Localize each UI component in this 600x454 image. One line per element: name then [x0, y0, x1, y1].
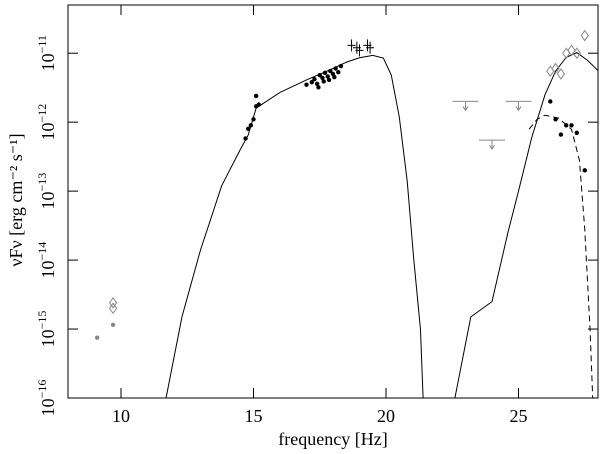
y-tick-exponent: −15: [35, 311, 49, 330]
y-tick-exponent: −16: [35, 380, 49, 399]
y-tick-label: 10−13: [35, 173, 58, 210]
y-tick-label: 10−15: [35, 311, 58, 348]
data-point: [548, 99, 553, 104]
data-point: [564, 123, 569, 128]
data-point: [316, 85, 321, 90]
x-tick-label: 15: [245, 406, 263, 426]
y-tick-exponent: −12: [35, 104, 49, 123]
upper-limit: [505, 100, 532, 112]
x-tick-label: 10: [112, 406, 130, 426]
y-tick-exponent: −11: [35, 35, 49, 53]
data-point: [553, 117, 558, 122]
data-point: [256, 102, 261, 107]
data-point: [108, 302, 118, 315]
data-point: [332, 74, 337, 80]
data-point: [355, 44, 364, 57]
y-tick-label: 10−12: [35, 104, 58, 141]
model-curve: [165, 54, 424, 398]
data-point: [243, 136, 248, 141]
y-tick-label: 10−14: [35, 242, 58, 279]
data-point: [556, 68, 566, 80]
data-point: [338, 63, 344, 69]
data-point: [304, 82, 309, 87]
data-point: [110, 322, 116, 328]
data-point: [567, 44, 576, 57]
y-tick-base: 10: [38, 192, 58, 210]
y-tick-exponent: −13: [35, 173, 49, 192]
y-tick-label: 10−16: [35, 380, 58, 417]
data-point: [569, 123, 574, 128]
x-tick-label: 20: [377, 406, 395, 426]
data-point: [551, 62, 560, 75]
model-curve: [528, 114, 594, 398]
data-point: [314, 81, 320, 86]
data-point: [333, 66, 338, 71]
data-point: [309, 79, 314, 85]
upper-limit: [479, 139, 505, 151]
y-tick-base: 10: [38, 398, 58, 416]
data-point: [248, 123, 254, 128]
data-point: [580, 29, 589, 42]
data-point: [558, 132, 564, 137]
data-point: [322, 70, 328, 75]
data-point: [366, 41, 375, 54]
data-point: [326, 77, 332, 83]
data-point: [108, 296, 118, 309]
data-point: [251, 117, 256, 122]
plot-frame: [67, 4, 599, 399]
y-tick-base: 10: [38, 329, 58, 347]
data-point: [328, 68, 333, 74]
data-point: [347, 39, 356, 52]
data-point: [572, 47, 581, 60]
data-point: [325, 74, 330, 79]
data-point: [320, 75, 325, 80]
y-tick-exponent: −14: [35, 242, 49, 261]
data-point: [253, 93, 259, 99]
x-tick-label: 25: [510, 406, 528, 426]
y-tick-base: 10: [38, 123, 58, 141]
model-curve: [454, 52, 598, 398]
plot-area: [94, 29, 598, 398]
data-point: [582, 168, 587, 173]
data-point: [574, 130, 579, 136]
y-tick-base: 10: [38, 53, 58, 71]
upper-limit: [452, 100, 479, 112]
y-tick-base: 10: [38, 260, 58, 278]
data-point: [246, 126, 251, 132]
y-axis-label: νFν [erg cm⁻² s⁻¹]: [6, 133, 26, 266]
data-point: [321, 79, 326, 84]
y-tick-label: 10−11: [35, 35, 58, 71]
data-point: [312, 76, 317, 82]
x-axis-label: frequency [Hz]: [278, 429, 387, 449]
data-point: [336, 70, 341, 75]
data-point: [94, 335, 100, 340]
